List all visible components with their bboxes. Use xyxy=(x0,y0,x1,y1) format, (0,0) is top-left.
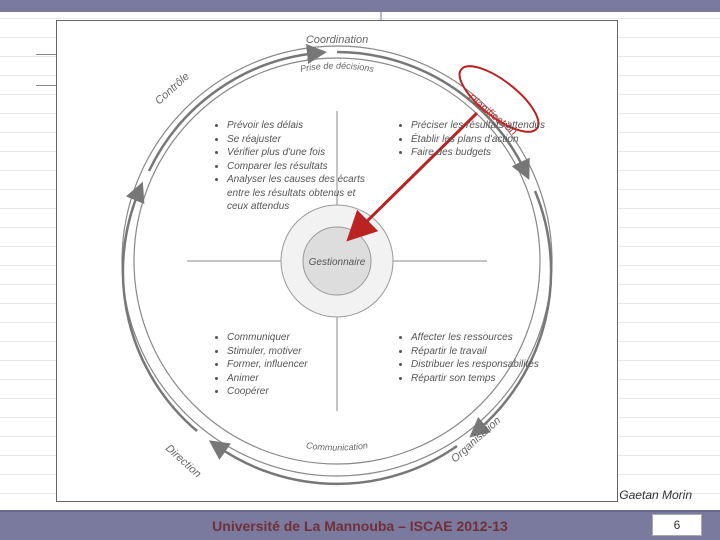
inner-ring-bottom-label: Communication xyxy=(306,440,369,452)
list-item: Former, influencer xyxy=(227,358,365,372)
label-controle: Contrôle xyxy=(153,70,192,107)
list-item: Prévoir les délais xyxy=(227,119,375,133)
quadrant-bottom-right-list: Affecter les ressourcesRépartir le trava… xyxy=(359,331,559,385)
quadrant-top-left-list: Prévoir les délaisSe réajusterVérifier p… xyxy=(175,119,375,214)
quadrant-top-right-list: Préciser les résultats attendusÉtablir l… xyxy=(359,119,549,160)
list-item: Établir les plans d'action xyxy=(411,133,549,147)
list-item: Vérifier plus d'une fois xyxy=(227,146,375,160)
slide-footer-text: Université de La Mannouba – ISCAE 2012-1… xyxy=(0,518,720,534)
center-label: Gestionnaire xyxy=(309,257,366,268)
list-item: Affecter les ressources xyxy=(411,331,559,345)
quadrant-bottom-left-list: CommuniquerStimuler, motiverFormer, infl… xyxy=(175,331,365,399)
page-number: 6 xyxy=(652,514,702,536)
list-item: Coopérer xyxy=(227,385,365,399)
list-item: Distribuer les responsabilités xyxy=(411,358,559,372)
list-item: Préciser les résultats attendus xyxy=(411,119,549,133)
label-direction: Direction xyxy=(163,442,203,480)
list-item: Faire des budgets xyxy=(411,146,549,160)
list-item: Communiquer xyxy=(227,331,365,345)
image-credit: Gaetan Morin xyxy=(619,488,692,502)
list-item: Comparer les résultats xyxy=(227,160,375,174)
list-item: Répartir le travail xyxy=(411,345,559,359)
slide-top-bar xyxy=(0,0,720,12)
label-coordination: Coordination xyxy=(306,34,368,46)
management-cycle-diagram: Prise de décisions Communication Gestion… xyxy=(56,20,618,502)
inner-ring-top-label: Prise de décisions xyxy=(299,61,375,74)
list-item: Répartir son temps xyxy=(411,372,559,386)
list-item: Animer xyxy=(227,372,365,386)
list-item: Stimuler, motiver xyxy=(227,345,365,359)
diagram-svg: Prise de décisions Communication Gestion… xyxy=(57,21,617,501)
list-item: Analyser les causes des écarts entre les… xyxy=(227,173,375,214)
list-item: Se réajuster xyxy=(227,133,375,147)
